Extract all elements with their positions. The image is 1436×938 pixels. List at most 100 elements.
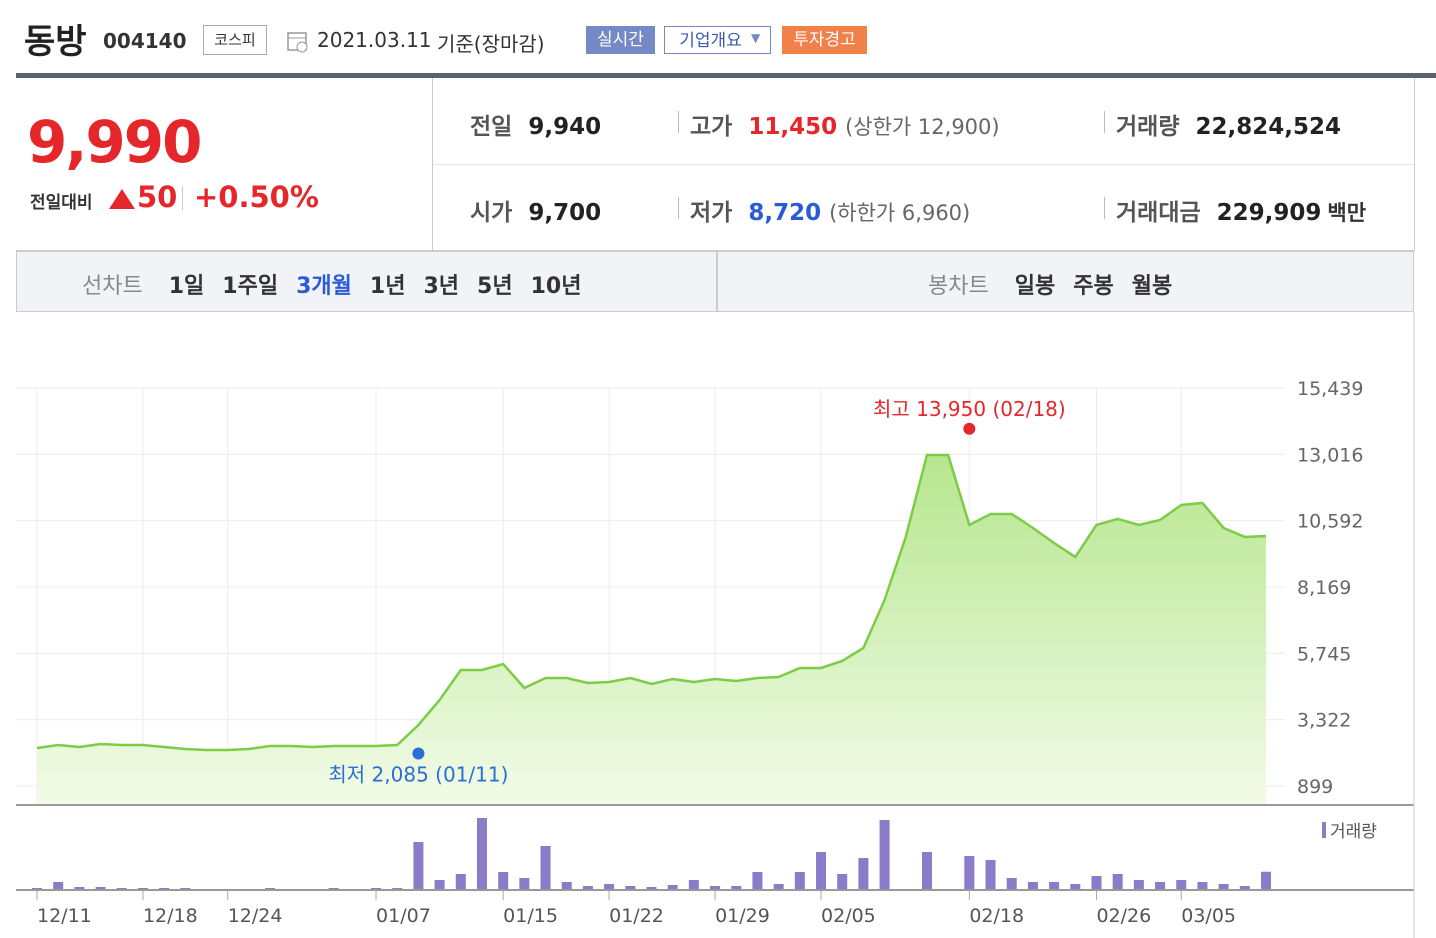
divider: [1104, 111, 1105, 133]
current-price: 9,990: [27, 108, 202, 176]
volume-bar: [646, 887, 657, 890]
stock-name: 동방: [24, 22, 87, 62]
annotation: 최고 13,950 (02/18): [873, 397, 1066, 421]
volume-bar: [921, 852, 932, 890]
tab-bar: [16, 251, 1414, 312]
x-tick-label: 02/05: [821, 905, 876, 927]
tab[interactable]: 월봉: [1131, 274, 1173, 299]
volume-bar: [1239, 886, 1250, 890]
volume-bar: [710, 886, 721, 890]
stat-label: 시가: [470, 200, 513, 226]
volume-bar: [582, 886, 593, 890]
volume-bar: [1112, 874, 1123, 890]
volume-bar: [540, 846, 551, 890]
annotation: 최저 2,085 (01/11): [328, 763, 508, 787]
tab[interactable]: 10년: [530, 274, 582, 299]
tab[interactable]: 주봉: [1073, 274, 1114, 299]
volume-bar: [1197, 882, 1208, 890]
divider: [433, 164, 1414, 165]
change-label: 전일대비: [30, 193, 93, 213]
volume-bar: [519, 878, 530, 890]
price-panel: [16, 78, 1415, 251]
stat-label: 거래대금: [1116, 200, 1201, 226]
legend-label: 거래량: [1330, 822, 1377, 842]
volume-bar: [476, 818, 487, 890]
x-tick-label: 02/18: [969, 905, 1024, 927]
volume-bar: [434, 880, 445, 890]
x-tick-label: 02/26: [1096, 905, 1151, 927]
x-tick-label: 01/15: [503, 905, 558, 927]
divider: [678, 197, 679, 219]
stat-label: 고가: [690, 114, 733, 140]
volume-bar: [1155, 882, 1166, 890]
y-tick-label: 3,322: [1297, 710, 1351, 732]
stat-note: (상한가 12,900): [845, 115, 1000, 139]
x-tick-label: 12/11: [37, 905, 92, 927]
volume-bar: [1049, 882, 1060, 890]
tab[interactable]: 1년: [369, 274, 406, 299]
price-area: [37, 454, 1266, 805]
legend-swatch: [1322, 822, 1326, 838]
volume-bar: [1261, 871, 1271, 890]
volume-bar: [498, 872, 509, 890]
divider: [1104, 197, 1105, 219]
x-tick-label: 01/07: [376, 905, 431, 927]
stat: 전일 9,940: [470, 107, 601, 141]
up-triangle: [109, 189, 135, 209]
volume-bar: [413, 842, 424, 890]
tab[interactable]: 5년: [477, 274, 513, 299]
x-tick-label: 03/05: [1181, 905, 1236, 927]
x-tick-label: 12/18: [143, 905, 198, 927]
x-tick-label: 01/22: [609, 905, 664, 927]
volume-bar: [858, 858, 869, 890]
tab[interactable]: 1일: [168, 274, 205, 299]
change-pct: +0.50%: [194, 180, 319, 214]
y-tick-label: 8,169: [1297, 577, 1351, 599]
volume-bar: [752, 872, 763, 890]
tab[interactable]: 3년: [423, 274, 460, 299]
volume-bar: [964, 856, 975, 890]
stat-value: 22,824,524: [1195, 114, 1341, 140]
calendar-icon: [287, 32, 308, 53]
volume-bar: [731, 886, 742, 890]
stat-unit: 백만: [1327, 201, 1367, 225]
tab-group-label: 선차트: [82, 274, 143, 299]
date: 2021.03.11: [317, 28, 432, 52]
stat-note: (하한가 6,960): [829, 201, 971, 225]
stat: 시가 9,700: [470, 193, 601, 227]
tab[interactable]: 3개월: [296, 274, 352, 299]
stat-value: 8,720: [748, 200, 822, 226]
y-tick-label: 5,745: [1297, 643, 1351, 665]
stat-value: 229,909: [1216, 200, 1322, 226]
divider: [678, 111, 679, 133]
tab[interactable]: 일봉: [1014, 274, 1056, 299]
tab-group-label: 봉차트: [928, 274, 989, 299]
warning-button[interactable]: 투자경고: [782, 26, 867, 54]
volume-bar: [1027, 882, 1038, 890]
stat-label: 전일: [470, 114, 513, 140]
volume-bar: [455, 874, 466, 890]
y-tick-label: 899: [1297, 776, 1333, 798]
stat-value: 9,940: [528, 114, 602, 140]
y-tick-label: 15,439: [1297, 378, 1363, 400]
volume-bar: [879, 820, 890, 890]
divider: [716, 251, 718, 312]
volume-bar: [561, 882, 572, 890]
price-line: [36, 453, 1267, 752]
volume-bar: [1133, 880, 1144, 890]
stat-label: 저가: [690, 200, 733, 226]
candle-tabs: 봉차트 일봉 주봉 월봉: [928, 268, 1172, 300]
volume-bar: [1176, 880, 1187, 890]
tab[interactable]: 1주일: [222, 274, 279, 299]
stat-value: 11,450: [748, 114, 838, 140]
stat: 고가 11,450 (상한가 12,900): [678, 107, 1000, 141]
divider: [182, 186, 183, 210]
volume-bar: [837, 874, 848, 890]
company-button[interactable]: 기업개요: [664, 26, 771, 54]
volume-bar: [816, 852, 827, 890]
volume-bar: [985, 860, 996, 890]
realtime-button[interactable]: 실시간: [586, 26, 655, 54]
y-tick-label: 10,592: [1297, 511, 1363, 533]
volume-bar: [53, 882, 64, 890]
change: 50: [137, 180, 178, 214]
